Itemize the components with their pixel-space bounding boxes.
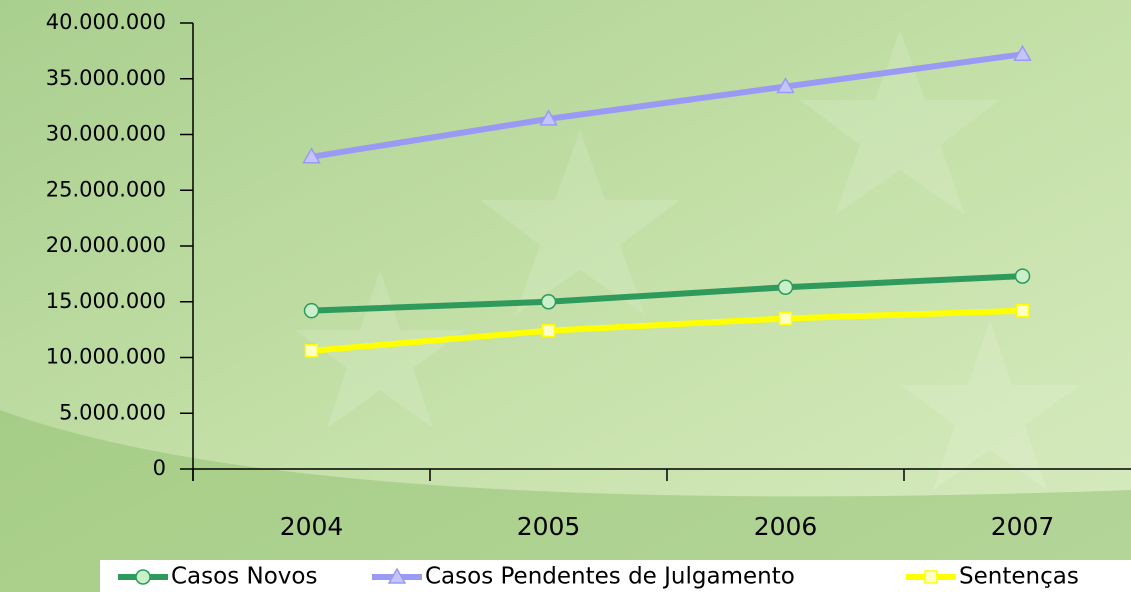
y-tick-label: 20.000.000	[46, 233, 166, 257]
data-point	[540, 294, 557, 310]
data-point	[1014, 268, 1031, 284]
data-point	[303, 302, 320, 319]
y-tick-label: 15.000.000	[46, 289, 166, 313]
background-stars	[295, 30, 1080, 490]
y-tick-label: 5.000.000	[59, 400, 166, 424]
series-line	[311, 307, 1023, 354]
x-tick-label: 2007	[991, 512, 1055, 541]
series-line	[311, 51, 1023, 160]
x-tick-label: 2005	[517, 512, 581, 541]
y-tick-label: 30.000.000	[46, 122, 166, 146]
legend-label: Casos Pendentes de Julgamento	[425, 564, 795, 590]
series-line	[311, 273, 1023, 314]
y-tick-label: 25.000.000	[46, 177, 166, 201]
y-tick-label: 40.000.000	[46, 10, 166, 34]
legend-label: Casos Novos	[171, 564, 317, 590]
data-point	[776, 77, 795, 94]
data-point	[1013, 44, 1032, 61]
legend-marker	[924, 570, 938, 584]
legend-marker	[387, 567, 407, 584]
x-tick-label: 2006	[754, 512, 818, 541]
legend-label: Sentenças	[959, 564, 1079, 590]
x-tick-label: 2004	[280, 512, 344, 541]
y-tick-label: 10.000.000	[46, 345, 166, 369]
data-point	[539, 109, 558, 126]
background-swoosh	[0, 410, 1131, 592]
y-tick-label: 35.000.000	[46, 66, 166, 90]
y-tick-label: 0	[153, 456, 166, 480]
legend-marker	[135, 569, 151, 585]
legend-box	[100, 560, 1131, 592]
data-point	[304, 344, 319, 358]
data-point	[302, 147, 321, 164]
data-point	[1015, 303, 1030, 318]
data-point	[541, 323, 556, 338]
data-point	[777, 279, 794, 296]
data-point	[778, 311, 793, 326]
